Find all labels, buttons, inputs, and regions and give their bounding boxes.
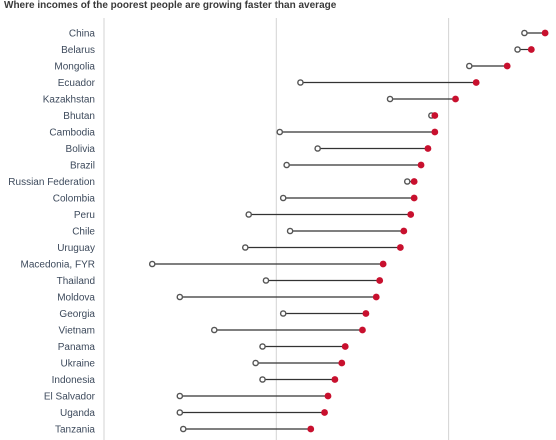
average-point [279, 194, 287, 202]
average-point [314, 145, 321, 152]
poorest-point [372, 293, 380, 301]
average-point [176, 409, 184, 416]
poorest-point [472, 79, 480, 86]
poorest-point [324, 392, 332, 400]
poorest-point [359, 326, 366, 334]
poorest-point [307, 425, 315, 433]
poorest-point [410, 194, 418, 202]
poorest-point [341, 343, 349, 350]
poorest-point [431, 128, 439, 136]
average-point [259, 343, 266, 350]
poorest-point [400, 227, 408, 235]
poorest-point [527, 46, 535, 53]
average-point [210, 326, 218, 334]
poorest-point [417, 161, 425, 169]
average-point [465, 62, 473, 70]
category-label: Kazakhstan [43, 95, 95, 106]
category-label: Brazil [70, 161, 95, 172]
average-point [259, 376, 266, 383]
average-point [179, 425, 187, 433]
poorest-point [396, 244, 404, 251]
category-label: Cambodia [49, 128, 95, 139]
average-point [286, 227, 294, 235]
category-label: Bolivia [66, 144, 96, 155]
category-label: Bhutan [63, 111, 95, 122]
category-label: Belarus [61, 45, 95, 56]
category-label: Tanzania [55, 425, 95, 436]
average-point [148, 260, 156, 268]
category-label: Georgia [59, 309, 95, 320]
category-label: China [69, 29, 96, 40]
average-point [262, 277, 270, 284]
category-label: Peru [74, 210, 95, 221]
category-label: Indonesia [52, 375, 96, 386]
poorest-point [376, 277, 384, 284]
average-point [386, 95, 394, 103]
category-label: Panama [58, 342, 96, 353]
category-label: Thailand [57, 276, 95, 287]
category-label: Ecuador [58, 78, 96, 89]
poorest-point [338, 359, 346, 367]
average-point [276, 128, 284, 136]
poorest-point [362, 310, 370, 317]
category-label: Colombia [53, 194, 96, 205]
category-label: Macedonia, FYR [21, 260, 95, 271]
poorest-point [503, 62, 511, 70]
average-point [297, 79, 304, 86]
poorest-point [424, 145, 432, 152]
average-point [283, 161, 290, 169]
poorest-point [410, 178, 418, 185]
poorest-point [331, 376, 339, 383]
category-label: Russian Federation [8, 177, 95, 188]
poorest-point [407, 211, 415, 218]
category-label: Uruguay [57, 243, 95, 254]
category-label: Ukraine [61, 359, 96, 370]
poorest-point [379, 260, 387, 268]
poorest-point [541, 29, 549, 37]
average-point [521, 29, 528, 37]
average-point [241, 244, 249, 251]
average-point [252, 359, 259, 367]
category-label: El Salvador [44, 392, 96, 403]
average-point [514, 46, 521, 53]
average-point [245, 211, 253, 218]
poorest-point [321, 409, 328, 416]
average-point [403, 178, 411, 185]
category-label: Moldova [57, 293, 95, 304]
category-label: Mongolia [54, 62, 95, 73]
average-point [176, 293, 184, 301]
poorest-point [452, 95, 459, 103]
category-label: Chile [72, 227, 95, 238]
category-label: Uganda [60, 408, 95, 419]
average-point [176, 392, 184, 400]
poorest-point [431, 112, 439, 119]
average-point [279, 310, 287, 317]
chart-title: Where incomes of the poorest people are … [4, 0, 337, 11]
category-label: Vietnam [58, 326, 95, 337]
